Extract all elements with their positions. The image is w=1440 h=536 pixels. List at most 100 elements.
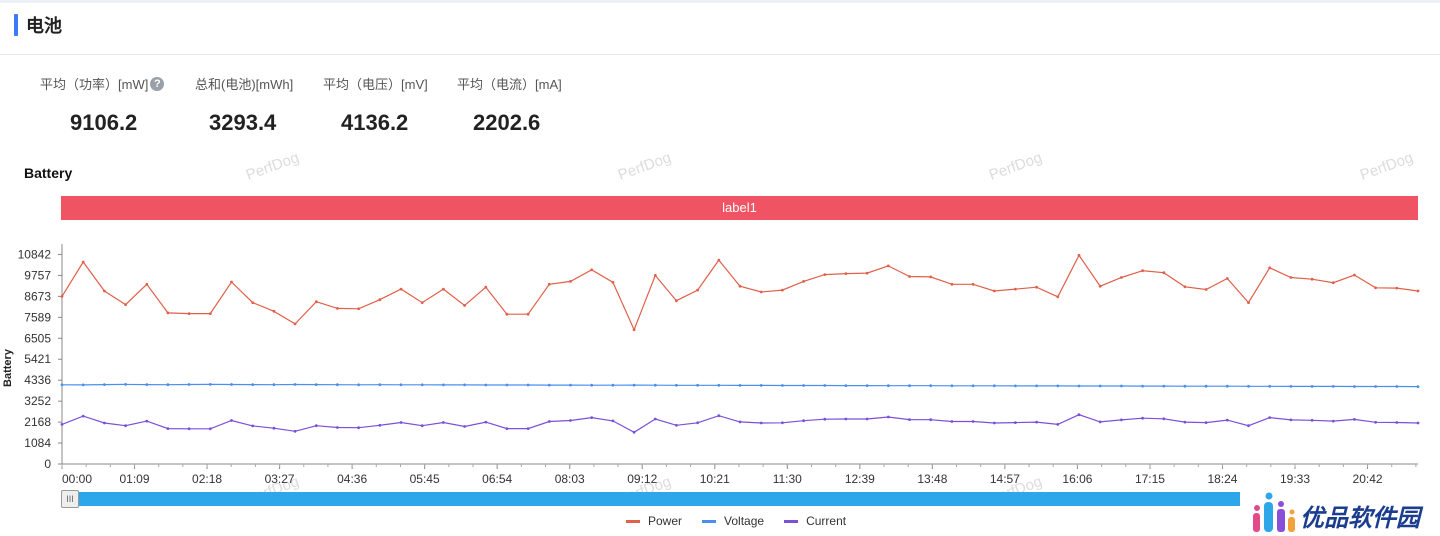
data-point-current xyxy=(103,421,106,425)
stat-label: 总和(电池)[mWh] xyxy=(195,77,294,92)
y-tick-label: 10842 xyxy=(18,247,52,261)
legend-item-current[interactable]: Current xyxy=(784,514,846,528)
data-point-current xyxy=(399,421,403,424)
stat-avg-current: 平均（电流）[mA] 2202.6 xyxy=(457,74,562,135)
data-point-current xyxy=(336,426,339,429)
data-point-voltage xyxy=(781,384,784,387)
data-point-power xyxy=(230,280,233,284)
data-point-power xyxy=(1247,301,1250,304)
data-point-current xyxy=(865,417,869,421)
data-point-power xyxy=(1353,273,1356,277)
data-point-power xyxy=(886,264,890,268)
data-point-current xyxy=(1310,418,1314,422)
data-point-voltage xyxy=(1077,384,1081,388)
data-point-power xyxy=(696,288,699,292)
y-tick-label: 7589 xyxy=(24,310,51,324)
data-point-voltage xyxy=(124,383,127,386)
data-point-voltage xyxy=(442,383,445,387)
data-point-current xyxy=(442,421,445,424)
data-point-voltage xyxy=(971,384,975,388)
data-point-power xyxy=(272,309,276,313)
x-tick-label: 19:33 xyxy=(1280,472,1310,486)
data-point-current xyxy=(1162,417,1166,421)
series-line-power xyxy=(61,254,1419,332)
data-point-voltage xyxy=(420,383,424,387)
x-tick-label: 16:06 xyxy=(1062,472,1092,486)
stat-label: 平均（电流）[mA] xyxy=(457,77,562,92)
x-tick-label: 01:09 xyxy=(120,472,150,486)
data-point-voltage xyxy=(696,383,699,387)
data-point-current xyxy=(251,424,255,428)
y-tick-label: 8673 xyxy=(24,289,51,303)
data-point-voltage xyxy=(1353,385,1356,388)
data-point-current xyxy=(1035,420,1038,424)
data-point-current xyxy=(1056,423,1060,426)
data-point-power xyxy=(187,312,191,315)
y-tick-label: 1084 xyxy=(24,436,51,450)
data-point-voltage xyxy=(675,383,678,387)
data-point-voltage xyxy=(230,383,233,386)
data-point-current xyxy=(293,429,297,433)
data-point-current xyxy=(1120,418,1123,422)
x-tick-label: 17:15 xyxy=(1135,472,1165,486)
data-point-power xyxy=(103,289,106,293)
event-label-band[interactable]: label1 xyxy=(61,196,1418,220)
data-point-voltage xyxy=(463,383,466,387)
data-point-power xyxy=(314,300,318,304)
data-point-power xyxy=(336,307,339,310)
data-point-current xyxy=(81,414,85,418)
x-tick-label: 06:54 xyxy=(482,472,512,486)
data-point-current xyxy=(463,425,466,428)
data-point-power xyxy=(124,303,127,306)
data-point-power xyxy=(569,280,572,283)
data-point-power xyxy=(1416,289,1420,293)
data-point-power xyxy=(1120,276,1123,279)
data-point-current xyxy=(590,416,594,419)
data-point-current xyxy=(696,421,699,425)
data-point-current xyxy=(929,418,933,422)
legend-item-power[interactable]: Power xyxy=(626,514,682,528)
data-point-current xyxy=(1014,421,1017,424)
data-point-power xyxy=(865,271,869,275)
data-point-current xyxy=(166,427,170,430)
chart-legend: Power Voltage Current xyxy=(626,514,846,528)
data-point-current xyxy=(675,423,678,427)
data-point-voltage xyxy=(611,383,615,387)
data-point-voltage xyxy=(251,383,255,386)
data-point-current xyxy=(1183,420,1187,424)
data-point-current xyxy=(1374,420,1377,424)
data-point-voltage xyxy=(717,383,721,387)
data-point-current xyxy=(802,419,805,423)
data-point-current xyxy=(1141,416,1144,420)
data-point-current xyxy=(1247,424,1250,428)
legend-item-voltage[interactable]: Voltage xyxy=(702,514,764,528)
data-point-voltage xyxy=(1183,384,1187,388)
stat-value: 9106.2 xyxy=(70,110,138,135)
zoom-slider-handle[interactable]: III xyxy=(61,490,79,508)
series-line-current xyxy=(61,414,1419,433)
y-tick-label: 4336 xyxy=(24,373,51,387)
data-point-voltage xyxy=(632,383,636,387)
y-tick-label: 5421 xyxy=(24,352,51,366)
data-point-power xyxy=(1395,286,1399,290)
data-point-current xyxy=(547,420,551,423)
data-point-power xyxy=(484,285,488,289)
data-point-voltage xyxy=(272,383,276,387)
data-point-current xyxy=(314,424,318,428)
data-point-current xyxy=(1077,413,1081,417)
data-point-voltage xyxy=(1268,384,1272,388)
data-point-power xyxy=(378,298,382,302)
data-point-power xyxy=(675,299,678,303)
data-point-voltage xyxy=(1225,384,1229,388)
data-point-current xyxy=(1416,421,1420,425)
y-tick-label: 6505 xyxy=(24,331,51,345)
data-point-voltage xyxy=(865,384,869,387)
data-point-current xyxy=(717,414,721,418)
zoom-slider-track[interactable] xyxy=(78,492,1240,506)
data-point-current xyxy=(1353,418,1356,421)
data-point-power xyxy=(293,322,297,326)
data-point-power xyxy=(632,328,636,332)
help-icon[interactable]: ? xyxy=(150,76,165,91)
data-point-power xyxy=(1183,285,1187,289)
